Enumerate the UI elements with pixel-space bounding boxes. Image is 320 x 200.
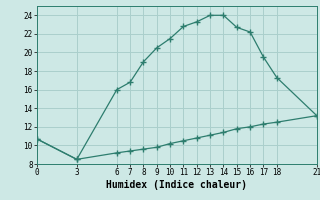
- X-axis label: Humidex (Indice chaleur): Humidex (Indice chaleur): [106, 180, 247, 190]
